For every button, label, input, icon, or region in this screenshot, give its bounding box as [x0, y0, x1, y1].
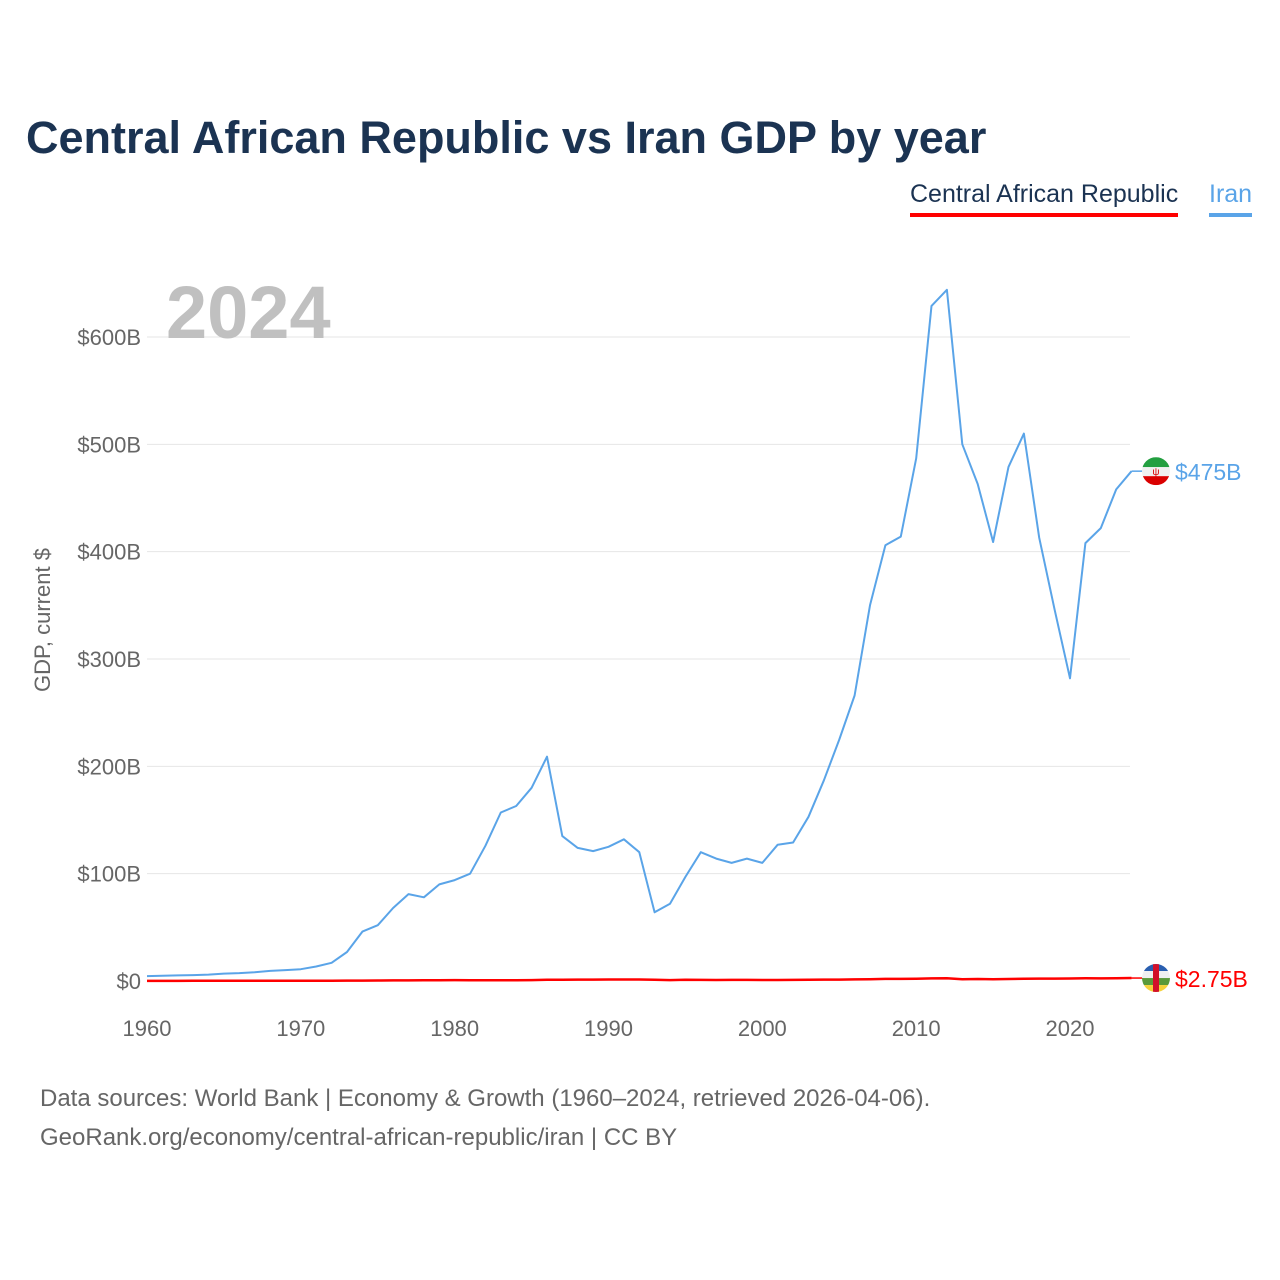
x-tick-label: 1970 [276, 1016, 325, 1041]
y-tick-label: $100B [77, 862, 141, 887]
y-tick-label: $0 [117, 969, 141, 994]
y-tick-label: $200B [77, 754, 141, 779]
x-tick-label: 2010 [892, 1016, 941, 1041]
current-year-label: 2024 [166, 271, 331, 354]
legend-iran[interactable]: Iran [1209, 180, 1253, 217]
y-axis-label: GDP, current $ [30, 548, 55, 692]
y-tick-label: $500B [77, 432, 141, 457]
legend-central-african-republic[interactable]: Central African Republic [910, 180, 1179, 217]
end-value-label-central-african-republic: $2.75B [1175, 966, 1248, 992]
series-line-iran [146, 288, 1133, 978]
series-line-central-african-republic [147, 976, 1132, 983]
svg-text:ψ: ψ [1152, 467, 1159, 478]
y-tick-label: $400B [77, 540, 141, 565]
y-tick-label: $300B [77, 647, 141, 672]
x-tick-label: 1980 [430, 1016, 479, 1041]
central-african-republic-flag-icon [1142, 964, 1170, 993]
y-tick-label: $600B [77, 325, 141, 350]
x-tick-label: 2000 [738, 1016, 787, 1041]
x-tick-label: 2020 [1046, 1016, 1095, 1041]
end-value-label-iran: $475B [1175, 459, 1242, 485]
source-line-1: Data sources: World Bank | Economy & Gro… [40, 1085, 931, 1112]
chart-title: Central African Republic vs Iran GDP by … [26, 112, 987, 163]
x-tick-label: 1960 [123, 1016, 172, 1041]
iran-flag-icon: ψ [1142, 457, 1170, 486]
x-tick-label: 1990 [584, 1016, 633, 1041]
source-line-2: GeoRank.org/economy/central-african-repu… [40, 1124, 678, 1151]
